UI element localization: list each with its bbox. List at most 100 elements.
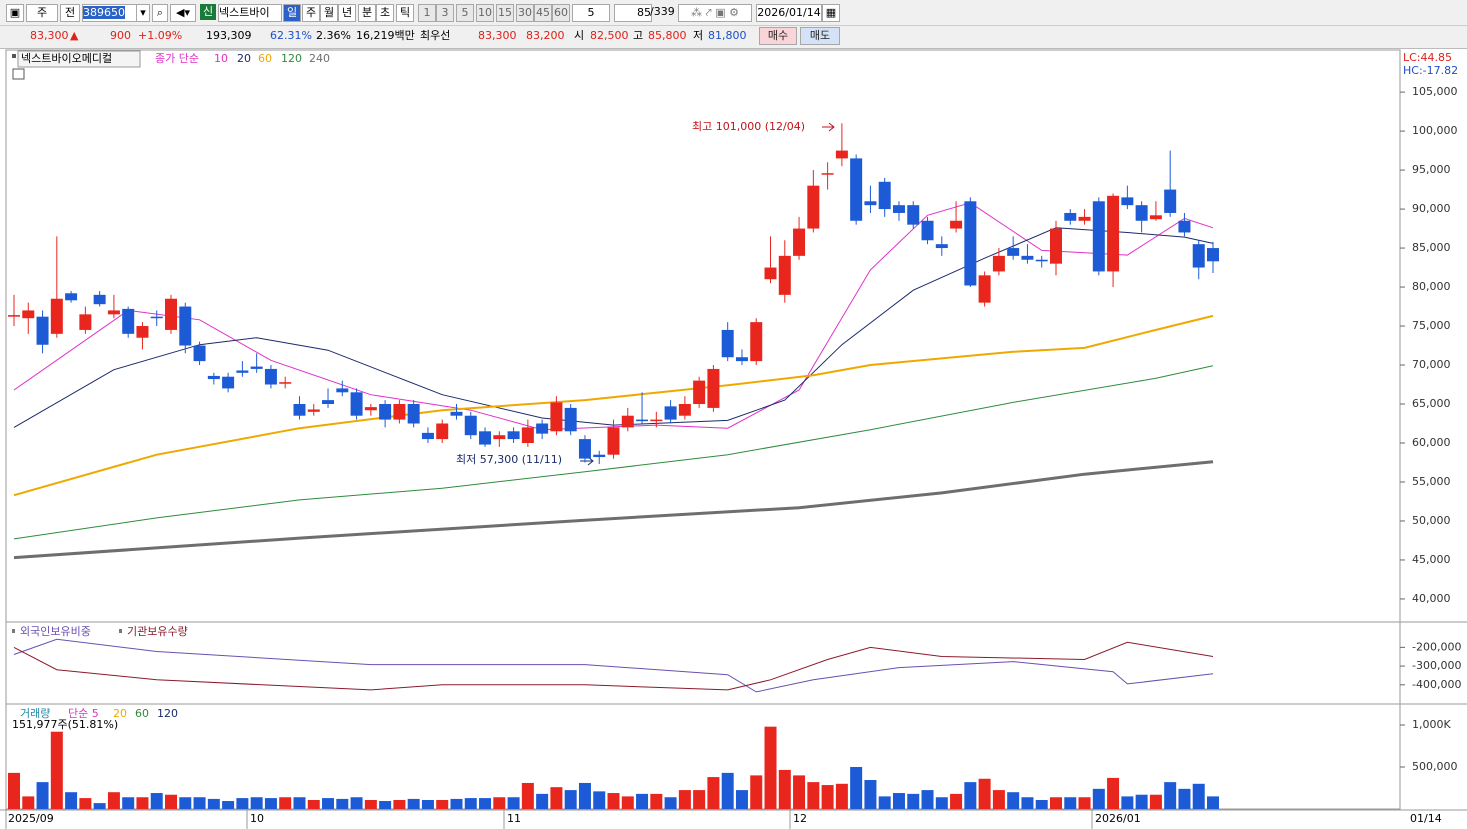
- legend-icon: [12, 629, 15, 633]
- low-label: 저: [693, 29, 704, 42]
- candle-body: [79, 314, 92, 330]
- candle-body: [964, 201, 977, 286]
- candle-body: [207, 375, 220, 380]
- volume-bar: [964, 782, 977, 809]
- candle-body: [593, 454, 606, 458]
- ma-label: 종가 단순: [155, 52, 199, 65]
- volume-bar: [1078, 797, 1091, 809]
- volume-bar: [179, 797, 192, 809]
- volume-bar: [735, 790, 748, 809]
- y-tick-label: 100,000: [1412, 124, 1458, 137]
- volume-bar: [193, 797, 206, 809]
- ma-legend: 20: [237, 52, 251, 65]
- volume-bar: [992, 790, 1005, 809]
- interval-button[interactable]: 10: [476, 4, 494, 22]
- volume-bar: [678, 790, 691, 809]
- buy-button[interactable]: 매수: [759, 27, 797, 45]
- candle-body: [678, 404, 691, 416]
- candle-body: [636, 419, 649, 422]
- ma-legend: 120: [281, 52, 302, 65]
- timeframe-tab[interactable]: 일: [283, 4, 301, 22]
- timeframe-tab[interactable]: 초: [376, 4, 394, 22]
- count-field[interactable]: 85: [614, 4, 652, 22]
- interval-button[interactable]: 30: [516, 4, 534, 22]
- candle-body: [1107, 195, 1120, 272]
- stock-name-field[interactable]: 넥스트바이: [218, 4, 282, 22]
- volume-bar: [1207, 796, 1219, 809]
- candle-body: [107, 310, 120, 315]
- calendar-button[interactable]: ▦: [822, 4, 840, 22]
- ma-legend: 60: [258, 52, 272, 65]
- change: 900: [110, 29, 131, 42]
- interval-button[interactable]: 5: [456, 4, 474, 22]
- candle-body: [1164, 189, 1177, 213]
- volume-bar: [279, 797, 292, 809]
- candle-body: [750, 322, 763, 362]
- candle-body: [650, 419, 663, 422]
- volume-bar: [921, 790, 934, 809]
- sound-button[interactable]: ◀▾: [170, 4, 196, 22]
- candle-body: [93, 294, 106, 305]
- y-tick-label: 65,000: [1412, 397, 1451, 410]
- candle-body: [1207, 248, 1219, 262]
- volume-bar: [1164, 782, 1177, 809]
- timeframe-tab[interactable]: 분: [358, 4, 376, 22]
- best-ask: 83,300: [478, 29, 517, 42]
- timeframe-tab[interactable]: 틱: [396, 4, 414, 22]
- y-tick-label: 105,000: [1412, 85, 1458, 98]
- interval-button[interactable]: 60: [552, 4, 570, 22]
- candle-body: [379, 404, 392, 420]
- low-annotation: 최저 57,300 (11/11): [456, 453, 562, 466]
- volume-bar: [793, 775, 806, 809]
- legend-icon: [12, 54, 16, 58]
- code-input[interactable]: 389650: [82, 4, 138, 22]
- volume-bar: [578, 782, 591, 809]
- period-type[interactable]: 주: [26, 4, 58, 22]
- candle-body: [236, 370, 249, 373]
- timeframe-tab[interactable]: 주: [302, 4, 320, 22]
- interval-button[interactable]: 15: [496, 4, 514, 22]
- interval-button[interactable]: 3: [436, 4, 454, 22]
- scope-button[interactable]: 전: [60, 4, 80, 22]
- volume-bar: [1092, 788, 1105, 809]
- candle-body: [322, 400, 335, 405]
- date-field[interactable]: 2026/01/14: [756, 4, 822, 22]
- volume-bar: [907, 793, 920, 809]
- interval-button[interactable]: 45: [534, 4, 552, 22]
- candle-body: [293, 404, 306, 416]
- volume-bar: [36, 782, 49, 809]
- moving-average: [13, 314, 1214, 497]
- search-button[interactable]: ⌕: [152, 4, 168, 22]
- candle-body: [36, 316, 49, 345]
- candle-body: [950, 220, 963, 229]
- interval-select[interactable]: 5: [572, 4, 610, 22]
- y-tick-label: 45,000: [1412, 553, 1451, 566]
- timeframe-tab[interactable]: 월: [320, 4, 338, 22]
- moving-average: [13, 460, 1214, 560]
- y-tick-label: 80,000: [1412, 280, 1451, 293]
- y-tick-label: 85,000: [1412, 241, 1451, 254]
- candle-body: [992, 255, 1005, 272]
- x-last-label: 01/14: [1410, 812, 1442, 825]
- timeframe-tab[interactable]: 년: [338, 4, 356, 22]
- sell-button[interactable]: 매도: [800, 27, 840, 45]
- volume: 193,309: [206, 29, 252, 42]
- candle-body: [179, 306, 192, 346]
- credit-badge: 신: [200, 4, 216, 20]
- tool-icons[interactable]: ⁂ ⤤ ▣ ⚙: [678, 4, 752, 22]
- volume-bar: [336, 798, 349, 809]
- volume-bar: [464, 798, 477, 809]
- candle-body: [1135, 205, 1148, 221]
- volume-bar: [65, 792, 78, 809]
- candle-body: [707, 368, 720, 408]
- volume-bar: [1192, 783, 1205, 809]
- rate: +1.09%: [138, 29, 183, 42]
- code-dropdown[interactable]: ▾: [136, 4, 150, 22]
- volume-bar: [264, 798, 277, 809]
- volume-bar: [807, 782, 820, 809]
- interval-button[interactable]: 1: [418, 4, 436, 22]
- candle-body: [921, 220, 934, 241]
- quote-bar: 83,300 ▲ 900 +1.09% 193,309 62.31% 2.36%…: [0, 26, 1467, 49]
- menu-icon[interactable]: ▣: [6, 4, 24, 22]
